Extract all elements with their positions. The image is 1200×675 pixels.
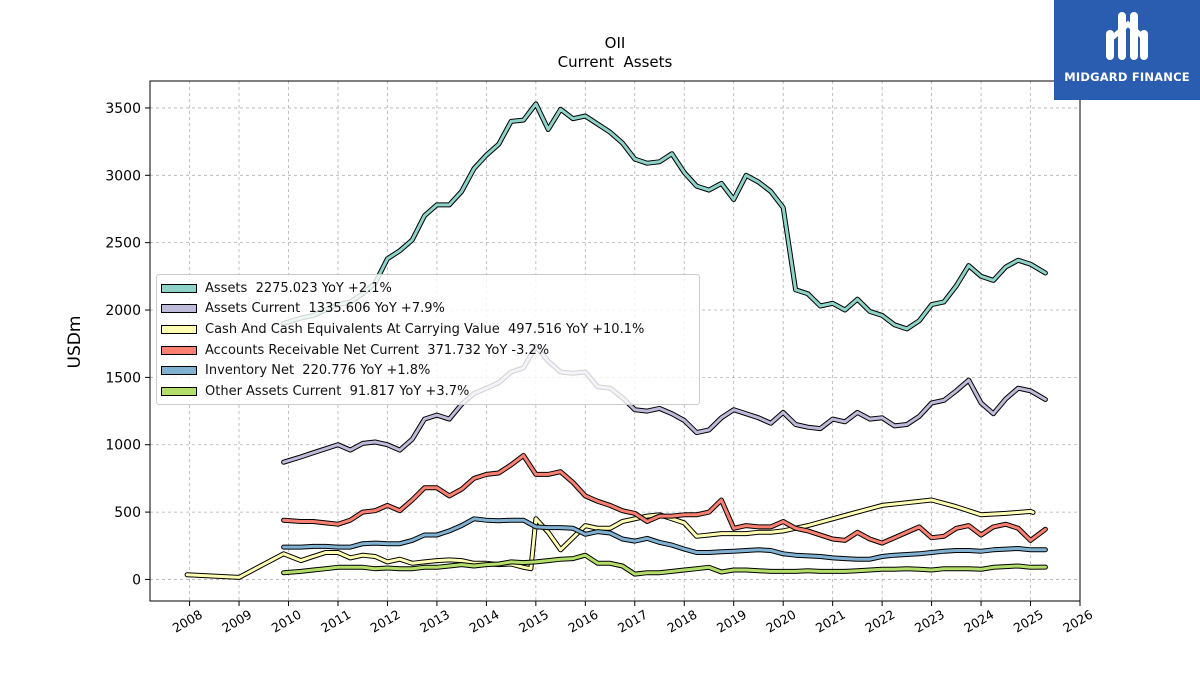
x-tick-label: 2012 — [368, 607, 403, 636]
x-tick-label: 2023 — [912, 607, 947, 636]
x-tick-label: 2016 — [566, 607, 601, 636]
legend-item: Accounts Receivable Net Current 371.732 … — [157, 340, 699, 361]
x-tick-label: 2025 — [1011, 607, 1046, 636]
series-line-assets-current — [282, 344, 1047, 464]
x-tick-label: 2017 — [615, 607, 650, 636]
y-tick-label: 500 — [114, 505, 141, 521]
y-tick-label: 1000 — [105, 438, 141, 454]
y-tick-label: 2500 — [105, 236, 141, 252]
series-line-other-assets-current — [282, 553, 1047, 576]
x-tick-label: 2022 — [862, 607, 897, 636]
y-axis-label: USDm — [65, 316, 85, 369]
legend-swatch — [161, 283, 197, 293]
legend-label: Accounts Receivable Net Current 371.732 … — [205, 342, 550, 358]
legend-swatch — [161, 345, 197, 355]
legend-swatch — [161, 366, 197, 376]
series-line-accounts-receivable-net-current — [282, 454, 1047, 545]
x-tick-label: 2021 — [813, 607, 848, 636]
legend-item: Cash And Cash Equivalents At Carrying Va… — [157, 319, 699, 340]
legend-item: Other Assets Current 91.817 YoY +3.7% — [157, 381, 699, 402]
x-axis: 2008 2009 2010 2011 2012 2013 2014 2015 2016 2017… — [170, 601, 1095, 636]
y-tick-label: 3500 — [105, 101, 141, 117]
x-tick-label: 2015 — [516, 607, 551, 636]
legend-swatch — [161, 386, 197, 396]
chart-subtitle: Current Assets — [558, 53, 673, 71]
legend-swatch — [161, 324, 197, 334]
y-tick-label: 1500 — [105, 370, 141, 386]
chart-title: OII — [605, 34, 626, 52]
x-tick-label: 2014 — [467, 607, 502, 636]
x-tick-label: 2013 — [417, 607, 452, 636]
legend-label: Other Assets Current 91.817 YoY +3.7% — [205, 383, 470, 399]
legend-item: Assets 2275.023 YoY +2.1% — [157, 278, 699, 299]
series-layer — [184, 101, 1048, 580]
legend-label: Cash And Cash Equivalents At Carrying Va… — [205, 321, 645, 337]
x-tick-label: 2024 — [961, 607, 996, 636]
legend-item: Assets Current 1335.606 YoY +7.9% — [157, 299, 699, 320]
x-tick-label: 2008 — [170, 607, 205, 636]
plot-frame — [149, 80, 1081, 602]
x-tick-label: 2019 — [714, 607, 749, 636]
legend-swatch — [161, 304, 197, 314]
y-axis: 0 500 1000 1500 2000 2500 3000 3500 — [105, 101, 150, 588]
x-tick-label: 2011 — [318, 607, 353, 636]
y-tick-label: 2000 — [105, 303, 141, 319]
series-line-assets — [282, 102, 1047, 331]
midgard-logo-icon — [1106, 12, 1148, 60]
x-tick-label: 2026 — [1060, 607, 1095, 636]
series-line-inventory-net — [282, 517, 1047, 561]
brand-name: MIDGARD FINANCE — [1064, 70, 1190, 84]
x-tick-label: 2020 — [763, 607, 798, 636]
x-tick-label: 2010 — [269, 607, 304, 636]
chart-legend: Assets 2275.023 YoY +2.1% Assets Current … — [156, 274, 700, 405]
legend-item: Inventory Net 220.776 YoY +1.8% — [157, 360, 699, 381]
brand-logo: MIDGARD FINANCE — [1054, 0, 1200, 100]
legend-label: Assets 2275.023 YoY +2.1% — [205, 280, 392, 296]
legend-label: Inventory Net 220.776 YoY +1.8% — [205, 363, 431, 379]
series-line-cash-and-cash-equivalents-at-carrying-value — [185, 498, 1035, 579]
legend-label: Assets Current 1335.606 YoY +7.9% — [205, 301, 445, 317]
y-tick-label: 3000 — [105, 168, 141, 184]
x-tick-label: 2018 — [664, 607, 699, 636]
x-tick-label: 2009 — [219, 607, 254, 636]
y-tick-label: 0 — [132, 572, 141, 588]
